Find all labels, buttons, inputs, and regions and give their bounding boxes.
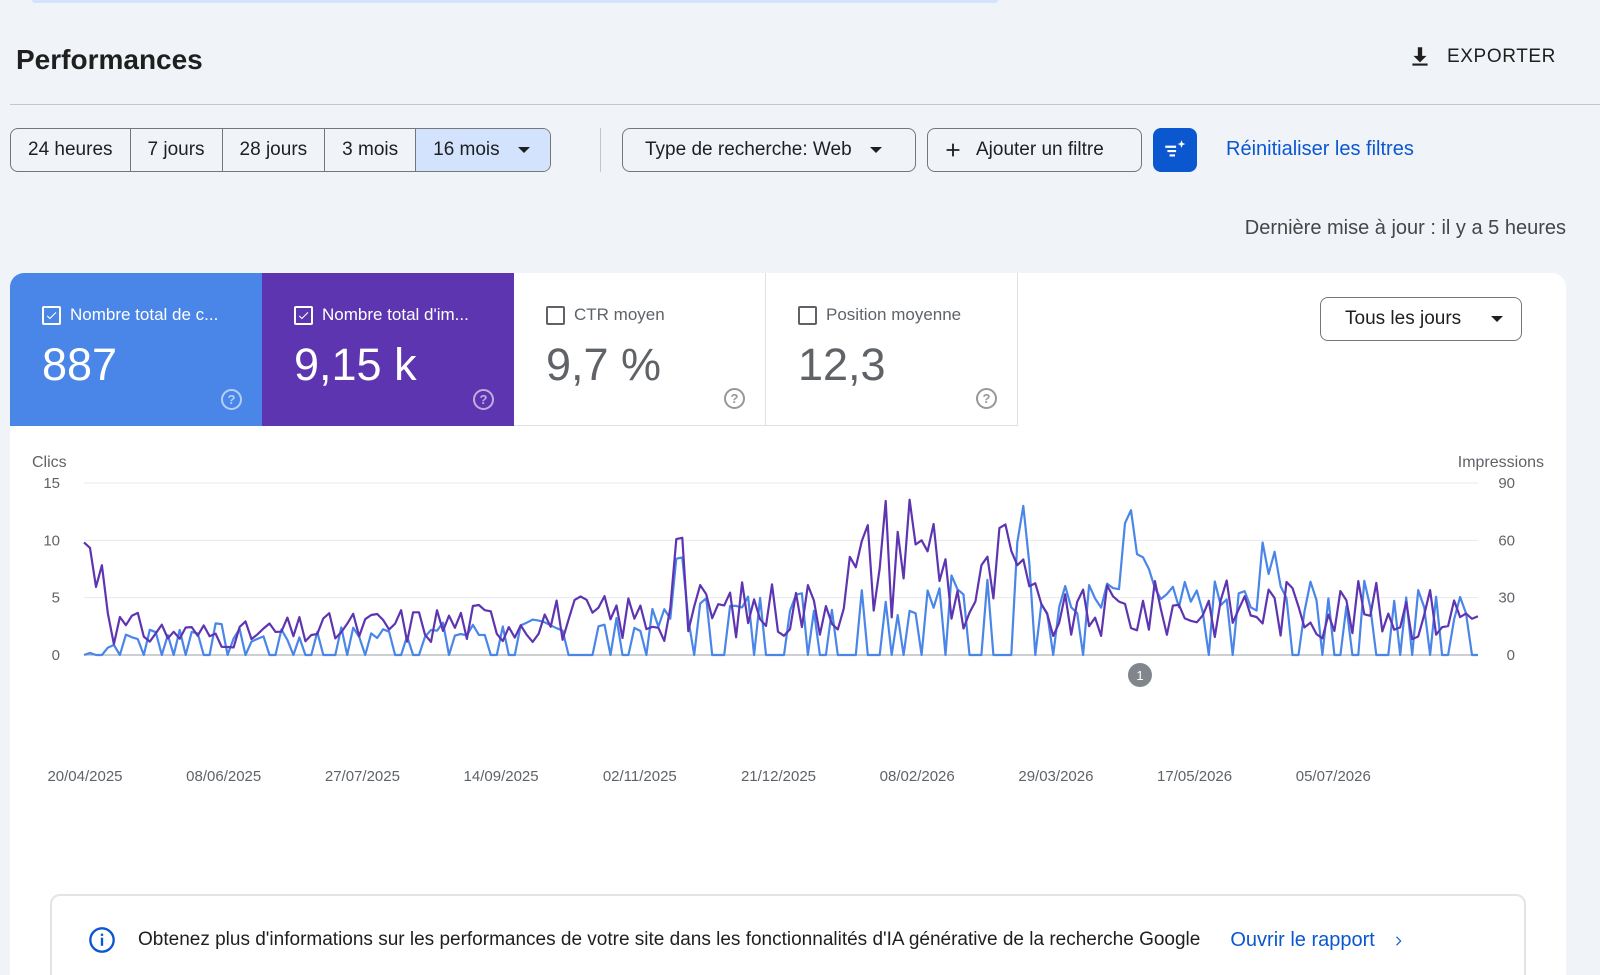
info-banner-text: Obtenez plus d'informations sur les perf… bbox=[138, 929, 1201, 950]
metric-card-position[interactable]: Position moyenne 12,3 ? bbox=[766, 273, 1018, 426]
y-tick-left: 0 bbox=[52, 647, 60, 664]
checkbox-checked-icon[interactable] bbox=[294, 305, 313, 325]
help-icon[interactable]: ? bbox=[473, 389, 494, 410]
header-divider bbox=[10, 104, 1600, 105]
help-icon[interactable]: ? bbox=[976, 388, 997, 409]
y-tick-right: 60 bbox=[1498, 532, 1515, 549]
metric-card-impressions[interactable]: Nombre total d'im... 9,15 k ? bbox=[262, 273, 514, 426]
right-axis-ticks: 90 60 30 0 bbox=[1498, 475, 1515, 664]
top-progress-strip bbox=[32, 0, 998, 3]
search-type-label: Type de recherche: Web bbox=[645, 139, 852, 160]
y-tick-right: 90 bbox=[1498, 475, 1515, 492]
y-tick-left: 10 bbox=[43, 532, 60, 549]
x-axis-ticks: 20/04/2025 08/06/2025 27/07/2025 14/09/2025… bbox=[47, 768, 1370, 785]
filter-sparkle-button[interactable] bbox=[1153, 128, 1197, 172]
chart-annotation[interactable]: 1 bbox=[1127, 663, 1152, 687]
y-tick-right: 0 bbox=[1507, 647, 1515, 664]
filter-sparkle-icon bbox=[1165, 140, 1186, 157]
performance-card: Nombre total de c... 887 ? Nombre total … bbox=[10, 273, 1566, 975]
add-filter-chip[interactable]: Ajouter un filtre bbox=[927, 128, 1142, 172]
metric-label: CTR moyen bbox=[574, 305, 665, 324]
download-icon bbox=[1412, 47, 1428, 66]
granularity-label: Tous les jours bbox=[1345, 308, 1462, 329]
toolbar-separator bbox=[600, 128, 601, 172]
range-28d-button[interactable]: 28 jours bbox=[223, 129, 326, 171]
range-label: 24 heures bbox=[28, 139, 113, 160]
reset-filters-link[interactable]: Réinitialiser les filtres bbox=[1226, 138, 1414, 160]
page-title: Performances bbox=[16, 44, 203, 75]
metric-value: 9,7 % bbox=[546, 339, 662, 390]
range-24h-button[interactable]: 24 heures bbox=[11, 129, 131, 171]
checkbox-unchecked-icon[interactable] bbox=[798, 305, 817, 325]
metric-label: Nombre total de c... bbox=[70, 305, 219, 324]
range-label: 16 mois bbox=[433, 139, 500, 160]
info-icon bbox=[89, 927, 115, 953]
help-icon[interactable]: ? bbox=[724, 388, 745, 409]
search-type-chip[interactable]: Type de recherche: Web bbox=[622, 128, 916, 172]
x-tick-label: 05/07/2026 bbox=[1296, 768, 1371, 785]
y-tick-right: 30 bbox=[1498, 590, 1515, 607]
chart-series bbox=[83, 498, 1479, 657]
checkbox-checked-icon[interactable] bbox=[42, 305, 61, 325]
range-7d-button[interactable]: 7 jours bbox=[131, 129, 223, 171]
caret-down-icon bbox=[869, 147, 882, 153]
help-icon[interactable]: ? bbox=[221, 389, 242, 410]
metric-label: Nombre total d'im... bbox=[322, 305, 469, 324]
x-tick-label: 17/05/2026 bbox=[1157, 768, 1232, 785]
x-tick-label: 02/11/2025 bbox=[603, 768, 677, 785]
range-16m-button[interactable]: 16 mois bbox=[416, 129, 550, 171]
date-range-group: 24 heures 7 jours 28 jours 3 mois 16 moi… bbox=[10, 128, 551, 172]
chevron-right-icon bbox=[1395, 935, 1402, 946]
x-tick-label: 14/09/2025 bbox=[464, 768, 539, 785]
series-line-left bbox=[83, 504, 1478, 657]
x-tick-label: 20/04/2025 bbox=[47, 768, 122, 785]
left-axis-title: Clics bbox=[32, 454, 67, 471]
x-tick-label: 08/06/2025 bbox=[186, 768, 261, 785]
metric-value: 887 bbox=[42, 339, 118, 390]
range-label: 7 jours bbox=[147, 139, 205, 160]
last-update-text: Dernière mise à jour : il y a 5 heures bbox=[1244, 217, 1566, 239]
x-tick-label: 08/02/2026 bbox=[880, 768, 955, 785]
export-label: EXPORTER bbox=[1447, 46, 1556, 67]
series-line-right bbox=[83, 498, 1479, 649]
y-tick-left: 5 bbox=[52, 590, 60, 607]
metric-card-clicks[interactable]: Nombre total de c... 887 ? bbox=[10, 273, 262, 426]
annotation-marker bbox=[1127, 663, 1152, 687]
checkbox-unchecked-icon[interactable] bbox=[546, 305, 565, 325]
open-report-link[interactable]: Ouvrir le rapport bbox=[1230, 929, 1405, 952]
metric-value: 12,3 bbox=[798, 339, 886, 390]
range-label: 3 mois bbox=[342, 139, 399, 160]
add-filter-label: Ajouter un filtre bbox=[976, 139, 1104, 160]
caret-down-icon bbox=[517, 147, 530, 153]
metric-label: Position moyenne bbox=[826, 305, 962, 324]
plus-icon bbox=[946, 143, 960, 157]
open-report-label: Ouvrir le rapport bbox=[1230, 929, 1375, 951]
annotation-label: 1 bbox=[1136, 668, 1143, 683]
export-button[interactable]: EXPORTER bbox=[1407, 44, 1556, 70]
caret-down-icon bbox=[1491, 316, 1504, 322]
x-tick-label: 21/12/2025 bbox=[741, 768, 816, 785]
range-3m-button[interactable]: 3 mois bbox=[325, 129, 417, 171]
granularity-select[interactable]: Tous les jours bbox=[1320, 297, 1522, 341]
y-tick-left: 15 bbox=[43, 475, 60, 492]
info-banner: Obtenez plus d'informations sur les perf… bbox=[50, 894, 1526, 975]
range-label: 28 jours bbox=[239, 139, 308, 160]
metric-card-ctr[interactable]: CTR moyen 9,7 % ? bbox=[514, 273, 766, 426]
metric-value: 9,15 k bbox=[294, 339, 417, 390]
x-tick-label: 29/03/2026 bbox=[1018, 768, 1093, 785]
right-axis-title: Impressions bbox=[1458, 454, 1544, 471]
x-tick-label: 27/07/2025 bbox=[325, 768, 400, 785]
performance-chart: Clics Impressions 15 10 5 0 90 60 30 0 20/04/2… bbox=[32, 454, 1544, 785]
left-axis-ticks: 15 10 5 0 bbox=[43, 475, 60, 664]
